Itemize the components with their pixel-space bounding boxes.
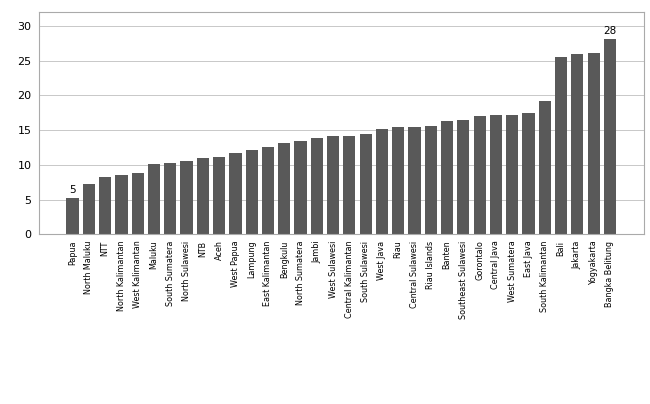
Bar [555, 57, 567, 234]
Bar [588, 53, 600, 234]
Bar [148, 164, 160, 234]
Bar [327, 137, 339, 234]
Bar [408, 127, 421, 234]
Bar [197, 158, 209, 234]
Bar [164, 164, 176, 234]
Bar [83, 184, 95, 234]
Text: 5: 5 [70, 185, 76, 195]
Bar [359, 135, 372, 234]
Bar [539, 101, 551, 234]
Text: 28: 28 [603, 26, 617, 36]
Bar [392, 127, 404, 234]
Bar [571, 54, 584, 234]
Bar [506, 115, 518, 234]
Bar [604, 39, 616, 234]
Bar [66, 198, 79, 234]
Bar [131, 173, 144, 234]
Bar [376, 129, 388, 234]
Bar [523, 114, 534, 234]
Bar [229, 153, 242, 234]
Bar [311, 138, 323, 234]
Bar [474, 116, 486, 234]
Bar [294, 141, 307, 234]
Bar [343, 136, 356, 234]
Bar [441, 121, 453, 234]
Bar [262, 147, 274, 234]
Bar [99, 177, 111, 234]
Bar [424, 126, 437, 234]
Bar [278, 143, 291, 234]
Bar [115, 175, 127, 234]
Bar [490, 115, 502, 234]
Bar [181, 161, 192, 234]
Bar [213, 157, 226, 234]
Bar [246, 149, 258, 234]
Bar [457, 120, 469, 234]
